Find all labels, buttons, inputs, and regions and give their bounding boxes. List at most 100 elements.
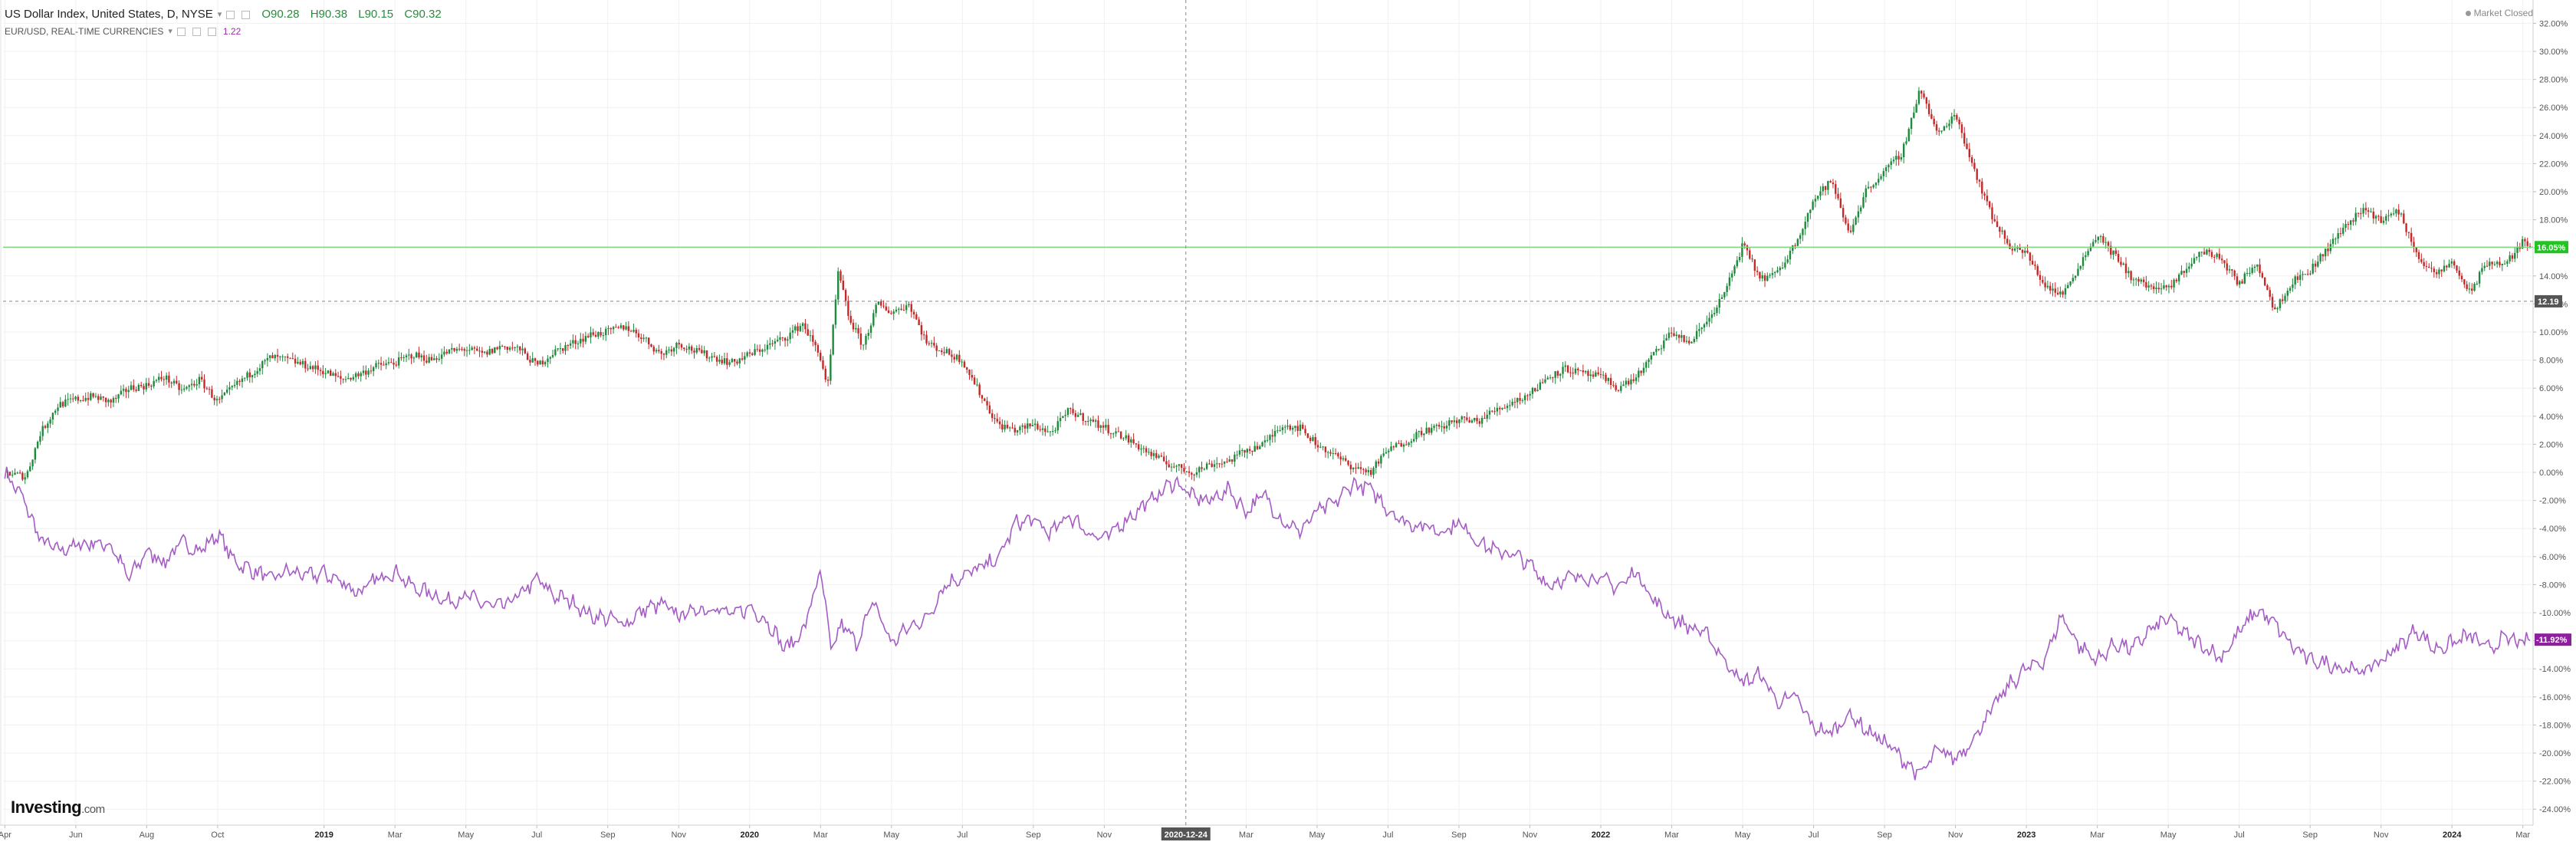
candle-body (935, 345, 938, 351)
candle-body (405, 355, 408, 357)
candle-body (1230, 459, 1234, 462)
candle-body (488, 349, 491, 355)
candle-body (2473, 284, 2476, 291)
candle-body (1521, 400, 1524, 401)
candle-body (1070, 408, 1072, 409)
candle-body (1635, 377, 1638, 381)
hide-series-icon[interactable] (226, 10, 235, 19)
candle-body (2284, 295, 2286, 301)
candle-body (2294, 276, 2296, 285)
main-series-title[interactable]: US Dollar Index, United States, D, NYSE (5, 8, 213, 21)
candle-body (1554, 371, 1556, 378)
candle-body (688, 346, 691, 350)
candle-body (580, 338, 582, 344)
candle-body (1385, 452, 1388, 454)
candle-body (683, 347, 685, 350)
candle-body (1923, 94, 1925, 98)
candle-body (898, 308, 900, 310)
candle-body (322, 370, 324, 374)
candle-body (29, 466, 31, 472)
x-tick-label: Jul (1382, 830, 1393, 840)
candle-body (660, 351, 662, 354)
candle-body (2450, 261, 2453, 264)
candle-body (2024, 250, 2026, 253)
candle-body (412, 357, 416, 359)
candle-body (774, 340, 777, 344)
candle-body (2196, 257, 2198, 258)
candle-body (912, 311, 915, 315)
candle-body (375, 363, 377, 367)
candle-body (1236, 454, 1238, 456)
candle-body (360, 373, 362, 377)
candle-body (1658, 348, 1660, 350)
candle-body (2526, 241, 2528, 246)
candle-body (2099, 236, 2102, 238)
candle-body (1259, 446, 1261, 449)
candle-body (2009, 243, 2011, 249)
candle-body (1743, 243, 1746, 246)
candle-body (1218, 463, 1221, 465)
candle-body (299, 361, 301, 365)
candle-body (168, 375, 170, 383)
y-tick-label: 2.00% (2539, 440, 2563, 449)
candle-body (2160, 288, 2163, 290)
candle-body (2122, 263, 2124, 265)
candle-body (766, 344, 769, 350)
series-settings-icon[interactable] (192, 27, 201, 36)
candle-body (155, 380, 158, 381)
x-tick-label: Nov (1948, 830, 1963, 840)
remove-series-icon[interactable] (207, 27, 216, 36)
candle-body (2163, 285, 2165, 289)
candle-body (685, 349, 688, 350)
candle-body (69, 398, 72, 400)
candle-body (531, 358, 534, 363)
candle-body (1822, 186, 1824, 192)
candle-body (110, 400, 112, 403)
candle-body (1802, 229, 1804, 235)
candle-body (1039, 429, 1041, 430)
candle-body (461, 348, 463, 350)
chevron-down-icon[interactable]: ▾ (168, 27, 172, 36)
hide-series-icon[interactable] (176, 27, 186, 36)
candle-body (1150, 452, 1152, 456)
candle-body (1804, 222, 1806, 229)
compare-series-title[interactable]: EUR/USD, REAL-TIME CURRENCIES (5, 26, 164, 37)
candle-body (1223, 461, 1226, 464)
candle-body (2074, 275, 2077, 278)
candle-body (2173, 279, 2175, 288)
candle-body (2403, 213, 2405, 224)
series-settings-icon[interactable] (242, 10, 251, 19)
candle-body (1273, 430, 1276, 437)
candle-body (2177, 275, 2180, 281)
candle-body (1756, 271, 1759, 272)
candle-body (190, 383, 193, 386)
candle-body (1595, 372, 1597, 377)
candle-body (726, 358, 728, 365)
candle-body (122, 389, 125, 391)
y-tick-label: -2.00% (2539, 497, 2566, 506)
candle-body (690, 346, 693, 351)
candle-body (2417, 252, 2420, 259)
candle-body (137, 385, 140, 391)
candle-body (1859, 207, 1862, 212)
chevron-down-icon[interactable]: ▾ (217, 10, 222, 19)
candle-body (2314, 263, 2317, 267)
candle-body (1839, 198, 1842, 209)
candle-body (117, 394, 120, 399)
candle-body (1523, 395, 1526, 400)
candle-body (1142, 448, 1145, 449)
candle-body (519, 346, 521, 350)
candle-body (440, 354, 443, 359)
candle-body (1728, 277, 1731, 286)
candle-body (233, 384, 236, 386)
candle-body (2514, 252, 2516, 259)
candle-body (713, 356, 716, 357)
candle-body (2325, 248, 2327, 257)
candle-body (1509, 405, 1511, 406)
candle-body (231, 386, 233, 388)
candle-body (2410, 232, 2413, 242)
candle-body (968, 370, 971, 375)
x-tick-label: 2022 (1592, 830, 1610, 840)
candle-body (852, 322, 855, 330)
